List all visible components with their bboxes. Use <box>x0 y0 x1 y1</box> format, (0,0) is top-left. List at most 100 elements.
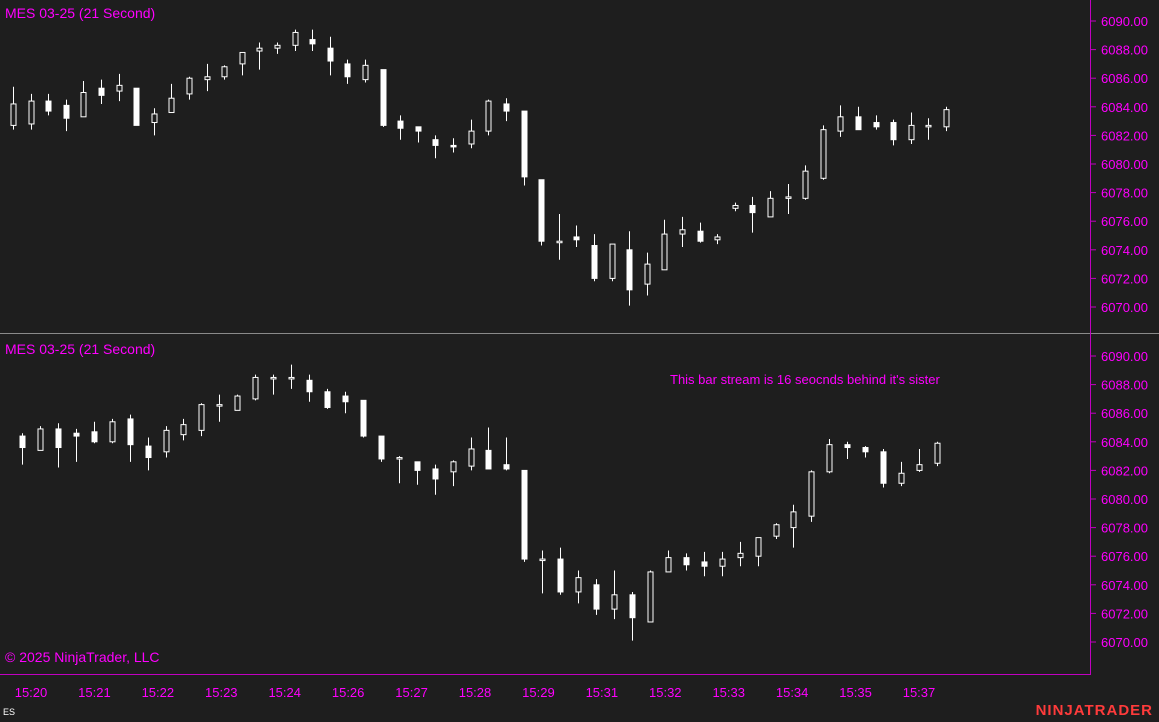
top-candle[interactable] <box>679 216 686 247</box>
top-candle[interactable] <box>133 87 140 126</box>
bottom-candle[interactable] <box>468 437 475 471</box>
bottom-candle[interactable] <box>539 550 546 594</box>
top-candle[interactable] <box>820 125 827 180</box>
bottom-candle[interactable] <box>234 394 241 411</box>
bottom-candle[interactable] <box>109 418 116 444</box>
top-candle[interactable] <box>661 219 668 271</box>
bottom-candle[interactable] <box>360 399 367 438</box>
bottom-candle[interactable] <box>145 437 152 471</box>
top-candle[interactable] <box>714 234 721 245</box>
bottom-candle[interactable] <box>270 374 277 395</box>
bottom-candle[interactable] <box>198 403 205 437</box>
top-candle[interactable] <box>644 252 651 296</box>
top-candle[interactable] <box>63 99 70 132</box>
top-candle[interactable] <box>521 110 528 186</box>
top-candle[interactable] <box>221 65 228 80</box>
bottom-candle[interactable] <box>557 547 564 595</box>
top-candle[interactable] <box>943 106 950 132</box>
bottom-candle[interactable] <box>37 426 44 451</box>
top-candle[interactable] <box>45 93 52 116</box>
bottom-candle[interactable] <box>216 394 223 422</box>
top-candle[interactable] <box>697 222 704 243</box>
top-candle[interactable] <box>908 112 915 144</box>
bottom-candle[interactable] <box>826 438 833 474</box>
time-axis[interactable]: 15:20 15:21 15:22 15:23 15:24 15:26 15:27 15:28… <box>15 685 936 700</box>
top-candle[interactable] <box>890 119 897 146</box>
top-candle[interactable] <box>204 63 211 92</box>
top-candle[interactable] <box>362 59 369 83</box>
top-candle[interactable] <box>873 115 880 130</box>
bottom-candle[interactable] <box>773 523 780 540</box>
top-candle[interactable] <box>168 83 175 114</box>
top-candle[interactable] <box>802 165 809 200</box>
bottom-candle[interactable] <box>342 391 349 414</box>
bottom-candle[interactable] <box>432 464 439 495</box>
bottom-candle[interactable] <box>683 553 690 571</box>
top-candle[interactable] <box>397 115 404 140</box>
bottom-candle[interactable] <box>55 423 62 468</box>
bottom-candle[interactable] <box>755 537 762 567</box>
top-candle[interactable] <box>415 126 422 143</box>
top-candle[interactable] <box>538 179 545 246</box>
top-candle[interactable] <box>732 202 739 212</box>
bottom-candle[interactable] <box>396 456 403 484</box>
bottom-candle[interactable] <box>252 374 259 401</box>
bottom-candle[interactable] <box>916 448 923 472</box>
top-candle[interactable] <box>239 51 246 76</box>
bottom-candle[interactable] <box>862 446 869 458</box>
top-candle[interactable] <box>344 59 351 84</box>
bottom-candle[interactable] <box>127 414 134 462</box>
bottom-candle[interactable] <box>575 570 582 604</box>
top-candle[interactable] <box>28 93 35 130</box>
top-candle[interactable] <box>327 36 334 76</box>
bottom-candle[interactable] <box>719 551 726 577</box>
bottom-candle[interactable] <box>611 570 618 620</box>
bottom-candle[interactable] <box>163 426 170 458</box>
bottom-candle[interactable] <box>647 570 654 623</box>
bottom-candle[interactable] <box>19 433 26 465</box>
bottom-candle[interactable] <box>665 550 672 573</box>
top-candle[interactable] <box>925 118 932 140</box>
top-candle[interactable] <box>609 243 616 282</box>
bottom-candle[interactable] <box>450 460 457 487</box>
bottom-candle[interactable] <box>180 418 187 441</box>
top-candle[interactable] <box>855 106 862 131</box>
bottom-candle[interactable] <box>306 374 313 402</box>
top-candle[interactable] <box>186 76 193 100</box>
top-candle[interactable] <box>767 191 774 218</box>
top-candle[interactable] <box>80 81 87 118</box>
bottom-candle[interactable] <box>593 579 600 615</box>
top-candle[interactable] <box>380 69 387 127</box>
top-candle[interactable] <box>503 98 510 122</box>
bottom-candle[interactable] <box>378 435 385 462</box>
bottom-candle[interactable] <box>737 541 744 567</box>
top-candle[interactable] <box>485 99 492 136</box>
bottom-candle[interactable] <box>91 421 98 444</box>
top-price-panel[interactable]: 6070.00 6072.00 6074.00 6076.00 6078.00 6080.… <box>10 14 1148 315</box>
bottom-candle[interactable] <box>324 388 331 409</box>
top-candle[interactable] <box>626 231 633 306</box>
bottom-price-panel[interactable]: 6070.00 6072.00 6074.00 6076.00 6078.00 6080.… <box>19 349 1148 650</box>
top-candle[interactable] <box>432 135 439 159</box>
bottom-candle[interactable] <box>629 591 636 641</box>
top-candle[interactable] <box>151 108 158 136</box>
bottom-candle[interactable] <box>934 441 941 467</box>
bottom-candle[interactable] <box>880 448 887 488</box>
top-candle[interactable] <box>98 79 105 104</box>
top-candle[interactable] <box>256 42 263 70</box>
top-candle[interactable] <box>785 184 792 215</box>
top-candle[interactable] <box>749 196 756 233</box>
top-candle[interactable] <box>309 29 316 52</box>
bottom-candle[interactable] <box>503 437 510 471</box>
top-candle[interactable] <box>450 138 457 153</box>
bottom-candle[interactable] <box>844 441 851 459</box>
bottom-candle[interactable] <box>898 461 905 487</box>
bottom-candle[interactable] <box>73 428 80 462</box>
top-candle[interactable] <box>591 234 598 282</box>
bottom-candle[interactable] <box>790 504 797 548</box>
top-candle[interactable] <box>468 119 475 149</box>
top-candle[interactable] <box>292 29 299 52</box>
bottom-candle[interactable] <box>701 551 708 577</box>
bottom-candle[interactable] <box>485 427 492 470</box>
